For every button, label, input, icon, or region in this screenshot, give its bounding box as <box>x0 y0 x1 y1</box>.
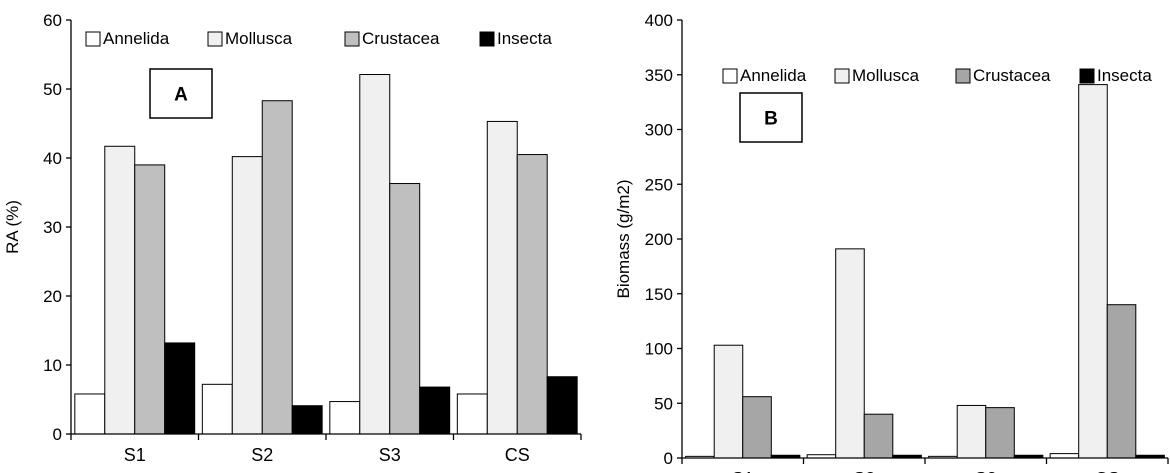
y-tick-label: 150 <box>645 285 673 304</box>
bar-mollusca-s3 <box>359 74 391 435</box>
legend-swatch-crustacea <box>955 68 971 84</box>
legend-label-insecta: Insecta <box>497 29 552 48</box>
legend-swatch-mollusca <box>834 68 850 84</box>
x-tick-label: S1 <box>124 445 146 465</box>
legend-label-mollusca: Mollusca <box>225 29 293 48</box>
y-tick-label: 250 <box>645 175 673 194</box>
y-tick-label: 40 <box>43 149 62 168</box>
y-tick-label: 200 <box>645 230 673 249</box>
bar-annelida-s1 <box>74 393 106 435</box>
legend-label-crustacea: Crustacea <box>973 66 1051 85</box>
bar-crustacea-s2 <box>863 413 894 459</box>
bar-annelida-cs <box>456 393 488 435</box>
panel-label-box <box>149 68 213 119</box>
x-tick-label: S3 <box>379 445 401 465</box>
bar-mollusca-s1 <box>713 344 744 459</box>
panel-label: B <box>764 109 778 130</box>
y-tick-label: 0 <box>53 425 62 444</box>
bar-insecta-cs <box>546 376 578 435</box>
legend-label-annelida: Annelida <box>740 66 807 85</box>
legend-swatch-annelida <box>85 31 101 47</box>
y-tick-label: 400 <box>645 11 673 30</box>
legend-swatch-crustacea <box>344 31 360 47</box>
y-tick-label: 300 <box>645 121 673 140</box>
y-tick-label: 350 <box>645 66 673 85</box>
x-tick-label: S3 <box>975 469 997 473</box>
bar-mollusca-cs <box>486 120 518 435</box>
bar-mollusca-s2 <box>835 248 865 459</box>
y-axis-title: Biomass (g/m2) <box>614 179 633 298</box>
y-tick-label: 30 <box>43 218 62 237</box>
bar-annelida-cs <box>1049 453 1080 459</box>
legend-label-crustacea: Crustacea <box>362 29 440 48</box>
y-tick-label: 0 <box>664 449 673 468</box>
bar-annelida-s3 <box>329 401 361 435</box>
legend-swatch-insecta <box>1079 68 1095 84</box>
legend-label-annelida: Annelida <box>103 29 170 48</box>
bar-mollusca-s2 <box>231 156 263 435</box>
bar-crustacea-cs <box>516 154 548 435</box>
bar-crustacea-s3 <box>389 183 421 435</box>
bar-insecta-s3 <box>419 386 451 435</box>
bar-mollusca-cs <box>1078 84 1108 459</box>
legend: Annelida Mollusca Crustacea Insecta <box>85 29 552 48</box>
x-tick-label: S2 <box>251 445 273 465</box>
bar-insecta-s1 <box>164 342 196 435</box>
legend-label-insecta: Insecta <box>1097 66 1152 85</box>
legend-label-mollusca: Mollusca <box>852 66 920 85</box>
y-axis-title: RA (%) <box>3 200 22 254</box>
y-tick-label: 50 <box>43 80 62 99</box>
bar-crustacea-s1 <box>134 164 166 435</box>
y-tick-label: 50 <box>654 394 673 413</box>
legend-swatch-insecta <box>479 31 495 47</box>
bar-crustacea-s2 <box>261 100 293 435</box>
x-tick-label: S2 <box>853 469 875 473</box>
bar-crustacea-cs <box>1106 304 1137 459</box>
chart-panel-b: 0 50 100 150 200 250 300 350 400 S1 S2 S3 CS Biomass … <box>614 11 1169 473</box>
legend: Annelida Mollusca Crustacea Insecta <box>722 66 1152 85</box>
x-tick-label: CS <box>1095 469 1120 473</box>
legend-swatch-mollusca <box>207 31 223 47</box>
bar-mollusca-s1 <box>104 145 136 435</box>
panel-label-box <box>739 92 803 143</box>
y-tick-label: 100 <box>645 340 673 359</box>
legend-swatch-annelida <box>722 68 738 84</box>
bar-crustacea-s1 <box>742 396 772 459</box>
bar-insecta-s2 <box>291 405 323 435</box>
y-tick-label: 20 <box>43 287 62 306</box>
x-tick-label: CS <box>505 445 530 465</box>
bar-crustacea-s3 <box>985 407 1015 459</box>
x-tick-label: S1 <box>732 469 754 473</box>
bar-mollusca-s3 <box>956 404 987 459</box>
chart-panel-a: 0 10 20 30 40 50 60 S1 S2 S3 CS RA (%) Annelida Mollu… <box>3 11 582 465</box>
panel-label: A <box>174 85 188 106</box>
bar-annelida-s2 <box>201 383 233 435</box>
y-tick-label: 10 <box>43 356 62 375</box>
y-tick-label: 60 <box>43 11 62 30</box>
